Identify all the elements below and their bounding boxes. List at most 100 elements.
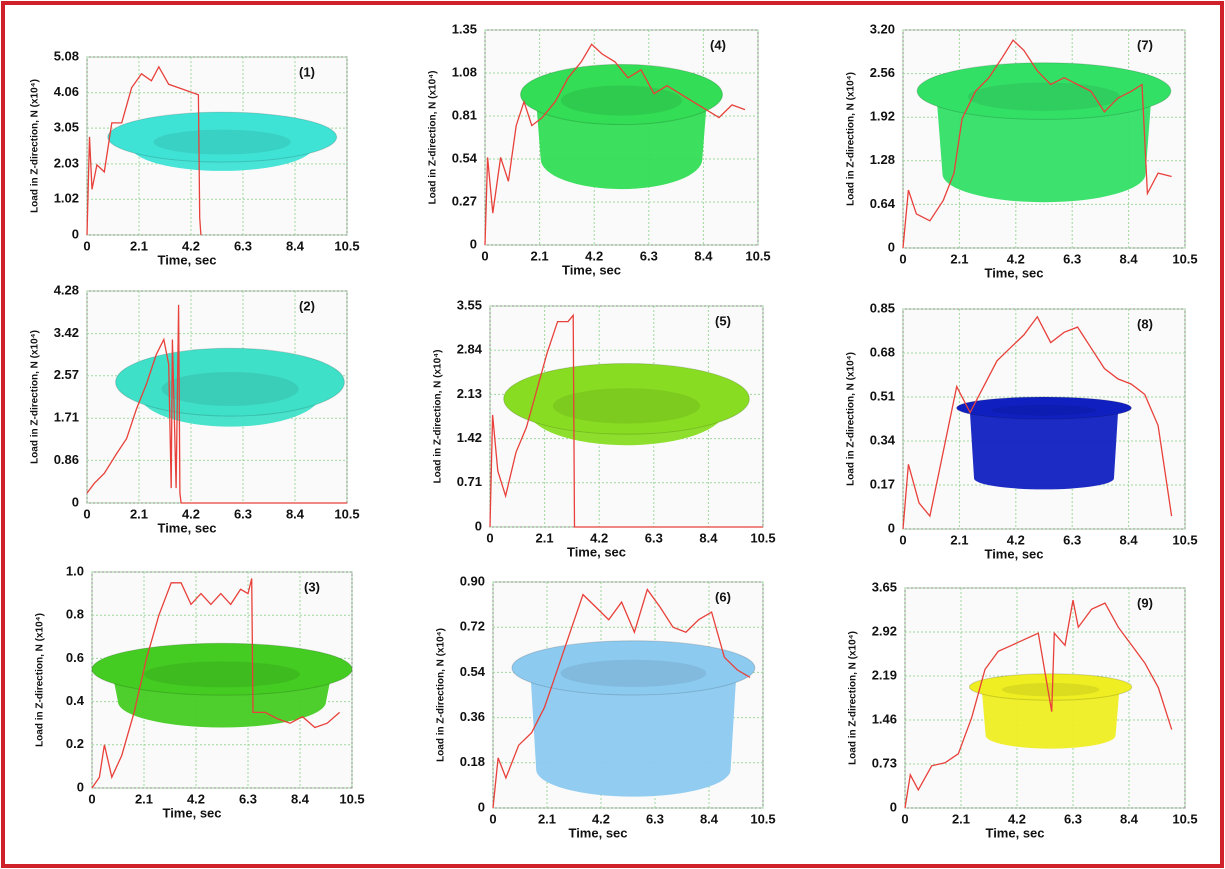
x-tick-label: 0: [481, 248, 488, 263]
load-line: [489, 313, 763, 528]
x-tick-label: 0: [899, 251, 906, 266]
x-tick-label: 6.3: [645, 530, 663, 545]
x-tick-label: 4.2: [592, 811, 610, 826]
load-line: [492, 588, 751, 809]
x-tick-label: 10.5: [339, 791, 364, 806]
y-tick-label: 0.71: [457, 474, 482, 489]
y-tick-label: 0.6: [66, 650, 84, 665]
x-tick-label: 6.3: [1063, 532, 1081, 547]
part-body: [936, 91, 1152, 203]
x-tick-label: 2.1: [130, 238, 148, 253]
panel-label: (7): [1137, 37, 1153, 52]
y-axis-title: Load in Z-direction, N (x10⁴): [846, 72, 857, 206]
panel: 0 2.1 4.2 6.3 8.4 10.5 0 0.2 0.4 0.6 0.8 1.0 (3) Time…: [35, 563, 365, 820]
x-axis-title: Time, sec: [985, 825, 1044, 840]
x-tick-label: 8.4: [694, 248, 713, 263]
x-tick-label: 4.2: [182, 238, 200, 253]
y-tick-label: 1.92: [870, 109, 895, 124]
y-tick-label: 0.68: [870, 344, 895, 359]
part-rim: [503, 362, 750, 435]
y-tick-label: 4.28: [54, 282, 79, 297]
x-tick-label: 10.5: [750, 530, 775, 545]
x-tick-label: 10.5: [1172, 811, 1197, 826]
panel-label: (2): [299, 298, 315, 313]
y-axis-title: Load in Z-direction, N (x10⁴): [848, 631, 859, 765]
part-inner: [552, 388, 701, 424]
x-axis-title: Time, sec: [984, 546, 1043, 561]
part-inner: [967, 82, 1121, 111]
x-tick-label: 4.2: [1008, 811, 1026, 826]
x-tick-label: 6.3: [1063, 251, 1081, 266]
y-tick-label: 0: [890, 799, 897, 814]
part-inner: [153, 129, 291, 155]
part-inner: [991, 404, 1097, 416]
load-line: [904, 599, 1173, 809]
y-tick-label: 1.35: [452, 21, 477, 36]
x-tick-label: 6.3: [234, 506, 252, 521]
load-line: [484, 43, 746, 246]
x-tick-label: 6.3: [239, 791, 257, 806]
y-tick-label: 0.85: [870, 300, 895, 315]
x-tick-label: 6.3: [646, 811, 664, 826]
x-tick-label: 0: [83, 238, 90, 253]
x-tick-label: 2.1: [950, 251, 968, 266]
y-tick-label: 4.06: [54, 84, 79, 99]
panel: 0 2.1 4.2 6.3 8.4 10.5 0 0.71 1.42 2.13 2.84 3.55 (5…: [433, 297, 776, 559]
panel-label: (5): [715, 313, 731, 328]
x-tick-label: 8.4: [1120, 532, 1139, 547]
y-axis-title: Load in Z-direction, N (x10⁴): [436, 628, 447, 762]
y-axis-title: Load in Z-direction, N (x10⁴): [846, 352, 857, 486]
panel: 0 2.1 4.2 6.3 8.4 10.5 0 0.18 0.36 0.54 0.72 0.90 (6…: [436, 573, 776, 840]
x-tick-label: 4.2: [1007, 251, 1025, 266]
part-rim: [511, 640, 756, 696]
y-tick-label: 3.42: [54, 325, 79, 340]
load-line: [86, 304, 347, 504]
x-tick-label: 8.4: [699, 530, 718, 545]
y-tick-label: 0: [77, 779, 84, 794]
y-tick-label: 0.54: [460, 664, 486, 679]
x-tick-label: 4.2: [187, 791, 205, 806]
y-tick-label: 0: [475, 518, 482, 533]
y-tick-label: 0.36: [460, 709, 485, 724]
x-tick-label: 10.5: [334, 506, 359, 521]
part-inner: [161, 371, 299, 406]
part-body: [969, 408, 1119, 490]
y-tick-label: 1.0: [66, 563, 84, 578]
panel: 0 2.1 4.2 6.3 8.4 10.5 0 0.86 1.71 2.57 3.42 4.28 (2…: [30, 282, 360, 535]
part-inner: [1001, 683, 1100, 697]
x-tick-label: 4.2: [1007, 532, 1025, 547]
part-rim: [956, 396, 1132, 420]
part-rim: [91, 642, 353, 696]
y-axis-title: Load in Z-direction, N (x10⁴): [35, 613, 46, 747]
x-tick-label: 8.4: [291, 791, 310, 806]
y-axis-title: Load in Z-direction, N (x10⁴): [30, 330, 41, 464]
x-tick-label: 10.5: [1172, 251, 1197, 266]
x-axis-title: Time, sec: [984, 265, 1043, 280]
x-tick-label: 10.5: [1172, 532, 1197, 547]
panel: 0 2.1 4.2 6.3 8.4 10.5 0 1.02 2.03 3.05 4.06 5.08 (1…: [30, 48, 360, 267]
y-tick-label: 0.81: [452, 107, 477, 122]
x-tick-label: 0: [899, 532, 906, 547]
y-tick-label: 2.92: [872, 623, 897, 638]
y-tick-label: 0.17: [870, 476, 895, 491]
y-tick-label: 2.56: [870, 65, 895, 80]
y-tick-label: 2.57: [54, 367, 79, 382]
part-body: [530, 667, 737, 797]
y-axis-title: Load in Z-direction, N (x10⁴): [428, 71, 439, 205]
y-tick-label: 0.54: [452, 150, 478, 165]
x-tick-label: 4.2: [590, 530, 608, 545]
part-rim: [916, 62, 1172, 120]
y-tick-label: 3.55: [457, 297, 482, 312]
load-line: [902, 315, 1173, 530]
panel-label: (8): [1137, 316, 1153, 331]
part-rim: [107, 111, 338, 163]
x-tick-label: 6.3: [234, 238, 252, 253]
panel-label: (6): [715, 589, 731, 604]
y-tick-label: 0.90: [460, 573, 485, 588]
y-tick-label: 0: [478, 799, 485, 814]
x-tick-label: 8.4: [1120, 811, 1139, 826]
y-tick-label: 1.02: [54, 191, 79, 206]
x-tick-label: 8.4: [286, 238, 305, 253]
y-tick-label: 3.05: [54, 120, 79, 135]
y-tick-label: 0.73: [872, 755, 897, 770]
